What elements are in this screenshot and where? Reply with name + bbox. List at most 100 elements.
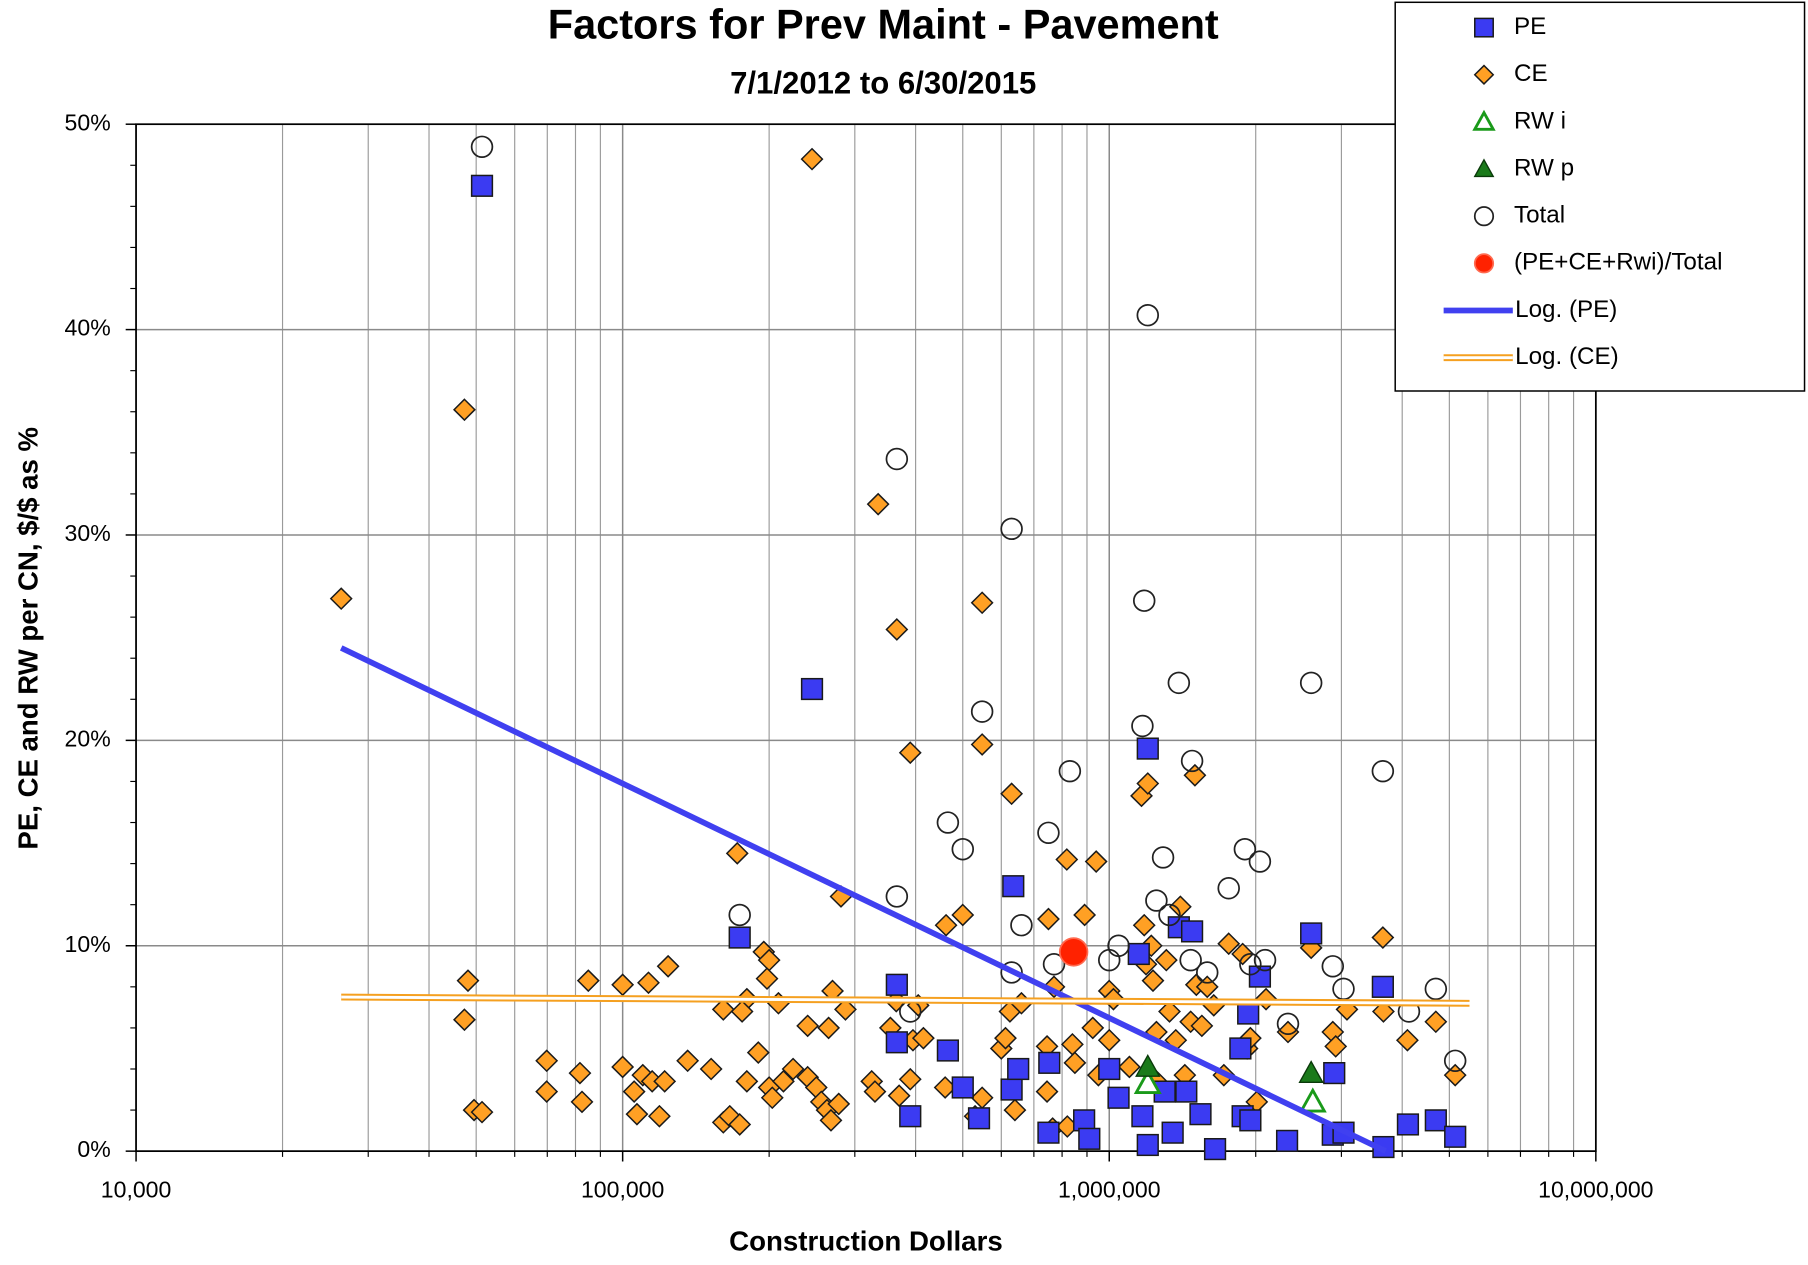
total-marker bbox=[936, 811, 960, 834]
ce-marker bbox=[911, 1026, 935, 1050]
pe-marker bbox=[1239, 1109, 1262, 1132]
legend-box bbox=[1394, 1, 1806, 392]
pe-marker bbox=[885, 973, 908, 996]
total-marker bbox=[1000, 517, 1023, 541]
ce-marker bbox=[1141, 969, 1165, 993]
pe-marker bbox=[1098, 1057, 1121, 1081]
pe-marker bbox=[1073, 1109, 1096, 1132]
rw-i-marker bbox=[1133, 1068, 1162, 1095]
ce-marker bbox=[711, 998, 735, 1021]
legend-label: (PE+CE+Rwi)/Total bbox=[1514, 249, 1722, 276]
total-marker bbox=[885, 885, 909, 908]
ce-marker bbox=[1073, 903, 1097, 927]
total-marker bbox=[1196, 961, 1219, 984]
pe-marker bbox=[1444, 1125, 1467, 1148]
ce-marker bbox=[653, 1069, 677, 1093]
ce-marker bbox=[760, 1086, 784, 1110]
pe-marker bbox=[1175, 1080, 1198, 1103]
ce-marker bbox=[656, 954, 680, 978]
pe-marker bbox=[1424, 1109, 1447, 1132]
total-marker bbox=[1010, 914, 1033, 937]
ce-marker bbox=[1132, 913, 1156, 937]
y-tick-label: 50% bbox=[65, 109, 111, 135]
pe-marker bbox=[1161, 1121, 1184, 1144]
ce-marker bbox=[568, 1061, 592, 1085]
pe-marker bbox=[1136, 1133, 1159, 1157]
total-marker bbox=[1151, 846, 1175, 869]
legend-label: RW p bbox=[1514, 154, 1574, 181]
plot-area bbox=[136, 124, 1596, 1152]
ce-marker bbox=[611, 973, 635, 997]
x-tick-label: 10,000,000 bbox=[1538, 1176, 1653, 1202]
legend-label: Log. (CE) bbox=[1515, 343, 1619, 370]
ce-marker bbox=[735, 1069, 759, 1093]
pe-marker bbox=[1189, 1103, 1212, 1126]
x-tick-label: 100,000 bbox=[581, 1176, 664, 1202]
ce-marker bbox=[637, 971, 660, 995]
total-marker bbox=[1321, 955, 1345, 978]
ce-marker bbox=[863, 1080, 887, 1103]
ce-marker bbox=[885, 618, 909, 641]
legend-marker bbox=[1473, 158, 1495, 178]
pe-marker bbox=[1300, 922, 1323, 945]
pe-marker bbox=[800, 677, 824, 701]
ce-marker bbox=[676, 1049, 700, 1073]
ce-marker bbox=[725, 841, 749, 865]
ce-marker bbox=[570, 1090, 594, 1114]
total-marker bbox=[1000, 961, 1023, 984]
pe-marker bbox=[1136, 737, 1159, 760]
pe-marker bbox=[470, 174, 494, 197]
pe-marker bbox=[1127, 942, 1150, 966]
ce-marker bbox=[1371, 1000, 1395, 1023]
ce-marker bbox=[611, 1055, 635, 1079]
ce-marker bbox=[1035, 1080, 1059, 1103]
pe-marker bbox=[1229, 1037, 1252, 1060]
pe-marker bbox=[1107, 1086, 1130, 1109]
total-marker bbox=[1233, 838, 1257, 861]
legend-label: CE bbox=[1514, 60, 1548, 87]
ce-marker bbox=[1037, 907, 1060, 931]
pe-marker bbox=[1037, 1121, 1060, 1144]
chart-title: Factors for Prev Maint - Pavement bbox=[548, 1, 1219, 48]
total-marker bbox=[1107, 934, 1130, 957]
x-tick-label: 10,000 bbox=[101, 1176, 171, 1202]
ce-marker bbox=[800, 147, 824, 171]
ce-marker bbox=[1158, 1000, 1181, 1023]
ce-marker bbox=[970, 591, 994, 615]
y-axis-title: PE, CE and RW per CN, $/$ as % bbox=[12, 427, 43, 850]
ce-marker bbox=[730, 1000, 754, 1023]
y-tick-label: 0% bbox=[77, 1136, 110, 1162]
total-marker bbox=[1443, 1049, 1467, 1072]
ce-marker bbox=[625, 1102, 649, 1126]
ce-marker bbox=[771, 1069, 795, 1093]
pe-marker bbox=[1396, 1113, 1420, 1136]
ce-marker bbox=[1231, 942, 1255, 966]
legend-marker bbox=[1473, 64, 1495, 86]
ce-marker bbox=[970, 733, 994, 756]
legend: PE CE RW i RW p Total (PE+CE+Rwi)/Total Log. (… bbox=[1394, 1, 1806, 392]
total-marker bbox=[1145, 889, 1168, 912]
pe-marker bbox=[1323, 1062, 1346, 1085]
ce-marker bbox=[535, 1049, 559, 1073]
total-marker bbox=[1299, 671, 1323, 695]
total-marker bbox=[1136, 304, 1160, 327]
ce-marker bbox=[647, 1104, 671, 1128]
ce-marker bbox=[1136, 772, 1160, 795]
pe-marker bbox=[936, 1039, 960, 1062]
ce-marker bbox=[755, 967, 779, 991]
ce-marker bbox=[994, 1026, 1017, 1050]
y-tick-label: 20% bbox=[65, 725, 111, 751]
ce-marker bbox=[898, 1067, 922, 1091]
pe-marker bbox=[1131, 1105, 1154, 1128]
total-marker bbox=[470, 135, 494, 159]
y-tick-label: 10% bbox=[65, 931, 111, 957]
ce-marker bbox=[1324, 1034, 1348, 1058]
ce-marker bbox=[1395, 1028, 1419, 1052]
ce-marker bbox=[1154, 948, 1178, 972]
total-marker bbox=[1058, 759, 1082, 783]
ce-marker bbox=[1063, 1051, 1087, 1075]
pe-marker bbox=[1007, 1057, 1030, 1081]
ce-marker bbox=[817, 1016, 841, 1040]
pe-marker bbox=[1203, 1137, 1227, 1161]
